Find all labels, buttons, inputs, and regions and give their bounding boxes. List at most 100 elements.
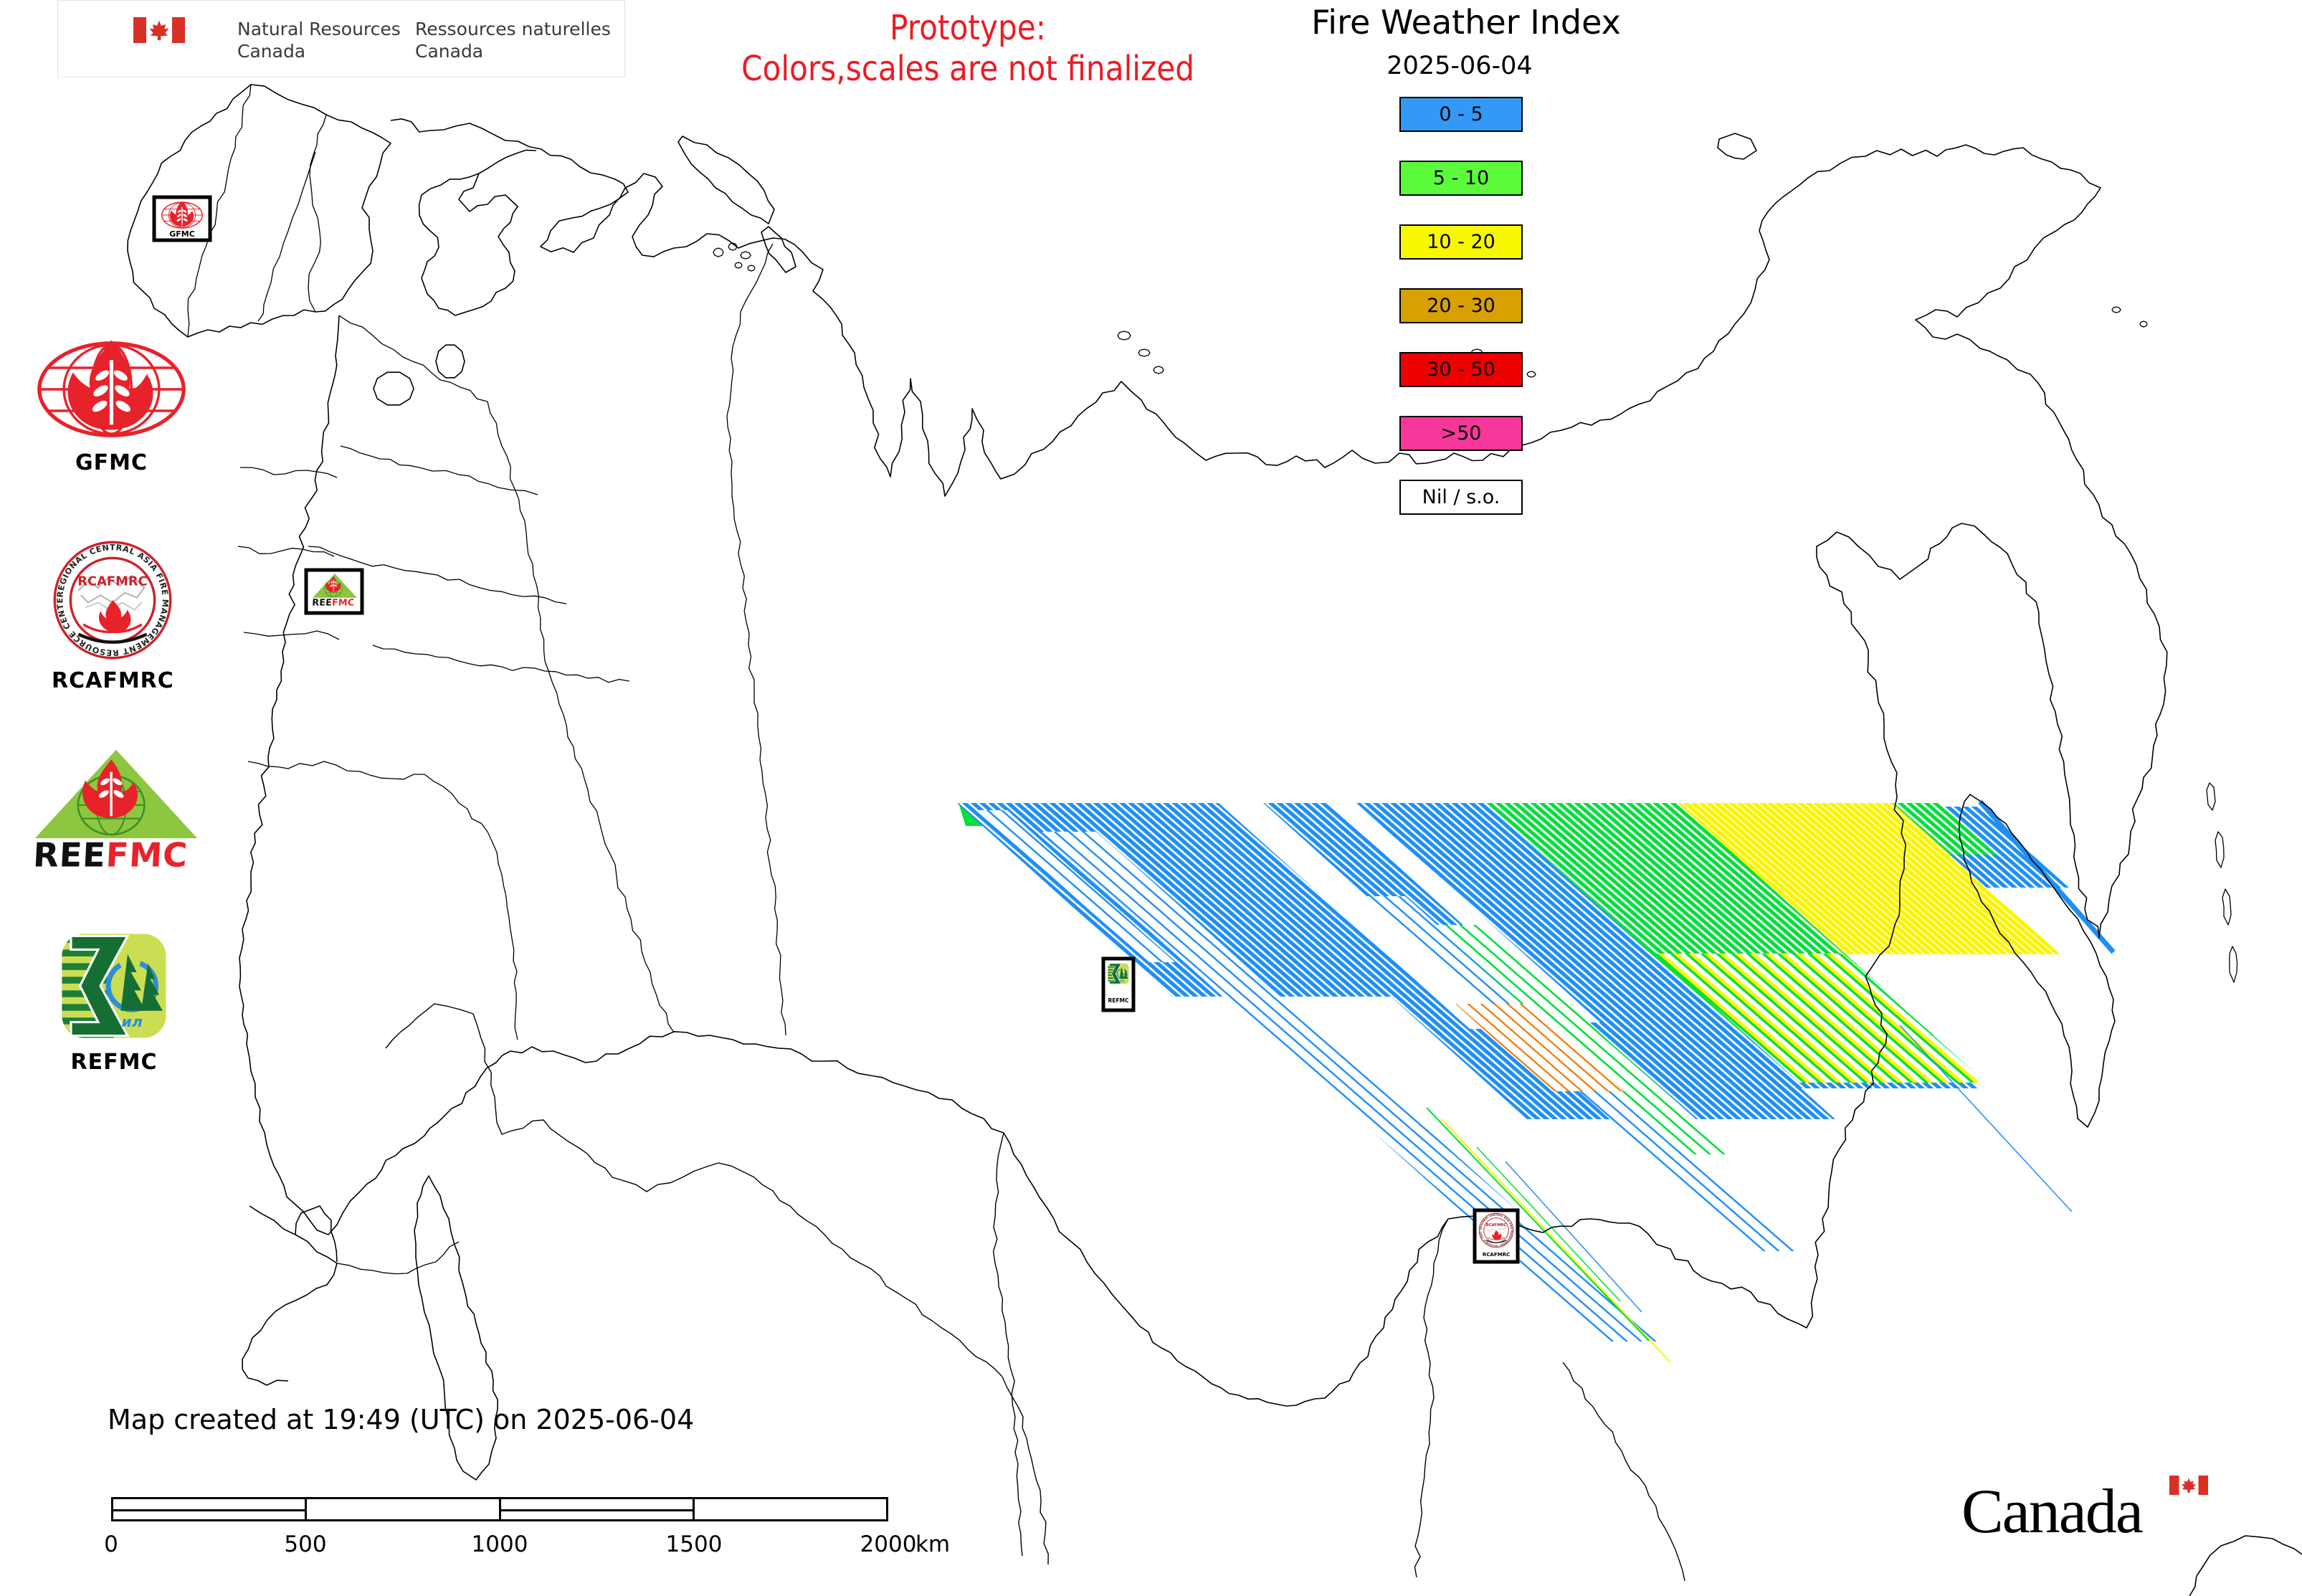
- norway-sweden-border: [187, 84, 252, 338]
- rcafmrc-logo-block[interactable]: RCAFMRC: [52, 539, 173, 693]
- map-marker-reefmc[interactable]: [304, 568, 364, 615]
- kuril-island: [2222, 888, 2232, 926]
- reefmc-logo: [30, 747, 202, 870]
- legend-label: 5 - 10: [1432, 167, 1490, 189]
- scale-tick: 500: [284, 1531, 327, 1557]
- kuril-island: [2215, 831, 2225, 868]
- map-marker-refmc[interactable]: REFMC: [1101, 956, 1136, 1012]
- reefmc-logo-block[interactable]: [30, 747, 202, 873]
- wrangel-island: [1717, 133, 1757, 160]
- map-markers: GFMC REFMC RCAFMRC: [152, 195, 1520, 1264]
- internal-border: [308, 546, 567, 604]
- crimea: [295, 1205, 338, 1263]
- mongolia-china-border: [1414, 1218, 1449, 1578]
- scale-tick: 1000: [471, 1531, 528, 1557]
- prototype-line1: Prototype:: [889, 8, 1046, 48]
- internal-border: [372, 645, 630, 683]
- scale-segment: [500, 1499, 695, 1519]
- internal-border: [726, 243, 786, 1036]
- internal-border: [340, 445, 538, 495]
- scale-tick-labels: 0 500 1000 1500 2000 km: [104, 1531, 950, 1560]
- map-marker-rcafmrc[interactable]: RCAFMRC: [1473, 1208, 1520, 1264]
- fwi-gap: [1219, 803, 1514, 1029]
- map-date: 2025-06-04: [1387, 52, 1533, 80]
- scale-segment: [307, 1499, 501, 1519]
- legend-swatch-nil: Nil / s.o.: [1399, 480, 1523, 515]
- legend-swatch-50plus: >50: [1399, 416, 1523, 451]
- scale-segment: [113, 1499, 308, 1519]
- nrcan-flag-icon: [133, 16, 185, 44]
- arctic-island: [2139, 320, 2148, 328]
- svg-text:GFMC: GFMC: [169, 229, 195, 239]
- nrcan-en-line1: Natural Resources: [237, 19, 401, 39]
- map-marker-gfmc[interactable]: GFMC: [152, 195, 212, 242]
- nrcan-name-french: Ressources naturelles Canada: [415, 18, 611, 62]
- scandinavia-coastline: [127, 84, 391, 338]
- rcafmrc-label: RCAFMRC: [52, 668, 174, 693]
- scale-unit: km: [915, 1531, 951, 1557]
- arctic-island: [740, 251, 751, 260]
- arctic-island: [1153, 366, 1164, 374]
- fwi-blue-hairline: [1899, 1025, 2073, 1212]
- legend-label: 10 - 20: [1427, 231, 1495, 253]
- svg-text:RCAFMRC: RCAFMRC: [1483, 1252, 1510, 1258]
- nrcan-fr-line2: Canada: [415, 41, 484, 62]
- refmc-logo-block[interactable]: REFMC: [57, 929, 171, 1075]
- fwi-mixed-region: [1656, 954, 1986, 1083]
- arctic-island: [1117, 331, 1131, 341]
- scale-bar-rect: [111, 1497, 888, 1521]
- legend-swatch-30-50: 30 - 50: [1399, 352, 1523, 387]
- refmc-logo: [57, 929, 171, 1042]
- legend-label: >50: [1440, 422, 1482, 445]
- rcafmrc-logo: [52, 539, 173, 661]
- internal-border: [424, 774, 518, 1040]
- scale-tick: 2000: [860, 1531, 917, 1557]
- fwi-blue-streak-sakhalin: [1978, 799, 2116, 954]
- legend-swatch-10-20: 10 - 20: [1399, 224, 1523, 260]
- legend-swatch-5-10: 5 - 10: [1399, 161, 1523, 196]
- arctic-island: [728, 242, 738, 251]
- arctic-island: [1526, 371, 1536, 378]
- internal-border: [247, 761, 424, 780]
- fwi-green-streaks: [1434, 925, 1735, 1154]
- legend-swatch-20-30: 20 - 30: [1399, 288, 1523, 323]
- fwi-orange-streaks: [1455, 1004, 1624, 1091]
- internal-border: [239, 467, 338, 478]
- kuril-island: [2206, 782, 2216, 811]
- map-title: Fire Weather Index: [1311, 3, 1621, 42]
- central-asia-border: [992, 1132, 1023, 1557]
- fwi-blue-hairline: [1505, 1161, 1642, 1313]
- gulf-of-bothnia: [257, 151, 316, 322]
- kuril-island: [2229, 946, 2238, 983]
- fwi-green-hairline: [1426, 1107, 1650, 1341]
- novaya-zemlya-north: [677, 136, 775, 224]
- sweden-finland-border: [308, 114, 327, 313]
- internal-border: [243, 630, 340, 640]
- internal-border: [487, 401, 546, 662]
- canada-wordmark: Canada: [1961, 1476, 2263, 1569]
- nrcan-fr-line1: Ressources naturelles: [415, 19, 611, 39]
- legend-label: 30 - 50: [1427, 358, 1495, 381]
- internal-border: [338, 315, 488, 402]
- fwi-blue-streaks: [979, 810, 1176, 962]
- scale-segment: [694, 1499, 886, 1519]
- gfmc-logo-block[interactable]: GFMC: [34, 336, 189, 475]
- legend-swatch-0-5: 0 - 5: [1399, 97, 1523, 132]
- mainland-coastline: [239, 118, 2168, 1407]
- prototype-line2: Colors,scales are not finalized: [741, 49, 1195, 89]
- legend-label: 20 - 30: [1427, 295, 1495, 317]
- fwi-green-hairline: [1476, 1146, 1621, 1302]
- fwi-legend: 0 - 5 5 - 10 10 - 20 20 - 30 30 - 50 >50…: [1399, 97, 1523, 543]
- fwi-gap: [1328, 803, 1600, 1022]
- fwi-yellow-region: [1678, 803, 2060, 954]
- svg-text:REFMC: REFMC: [1108, 997, 1129, 1004]
- gfmc-logo: [34, 336, 189, 443]
- kazakhstan-border: [385, 1003, 1049, 1565]
- hokkaido-coast: [2189, 1535, 2302, 1596]
- fwi-yellow-hairline: [1440, 1118, 1671, 1363]
- scale-tick: 1500: [665, 1531, 723, 1557]
- canada-wordmark-text: Canada: [1961, 1477, 2144, 1547]
- arctic-island: [1138, 348, 1151, 357]
- prototype-warning: Prototype: Colors,scales are not finaliz…: [715, 9, 1220, 90]
